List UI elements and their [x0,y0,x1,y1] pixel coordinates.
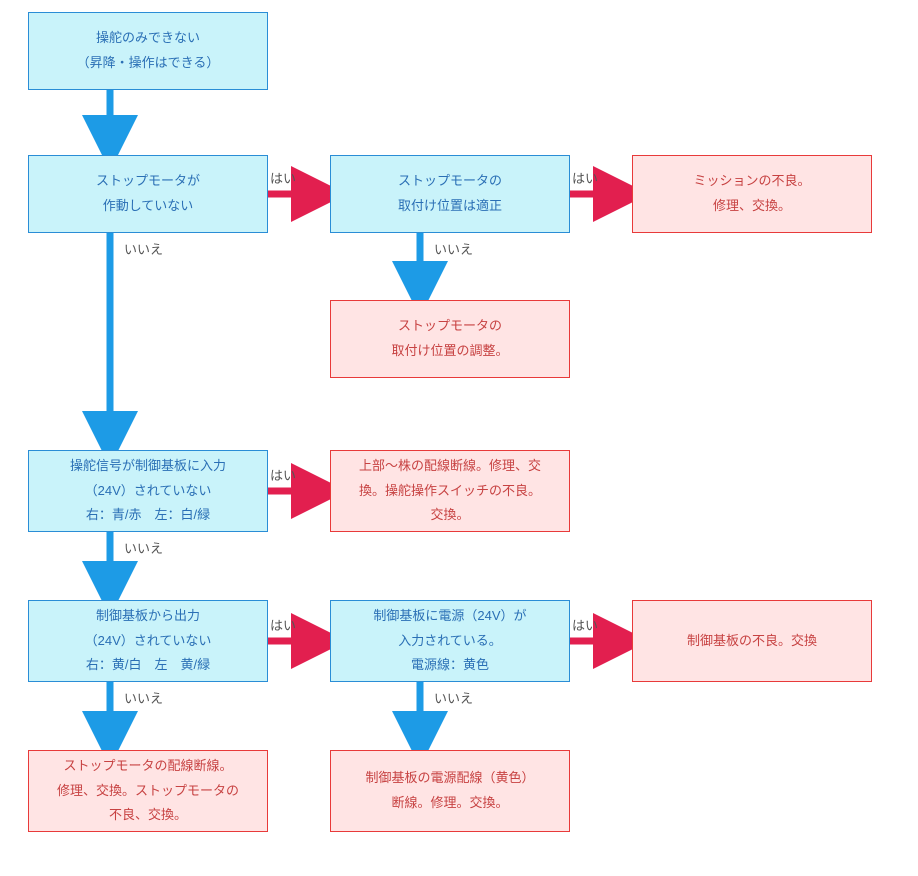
node-text: （24V）されていない [85,479,212,504]
node-n7: 上部〜株の配線断線。修理、交換。操舵操作スイッチの不良。交換。 [330,450,570,532]
node-n5: ストップモータの取付け位置の調整。 [330,300,570,378]
node-text: 上部〜株の配線断線。修理、交 [359,454,541,479]
node-n8: 制御基板から出力（24V）されていない右：黄/白 左 黄/緑 [28,600,268,682]
edge-label-yes: はい [572,168,598,187]
node-n12: 制御基板の電源配線（黄色）断線。修理。交換。 [330,750,570,832]
node-n4: ミッションの不良。修理、交換。 [632,155,872,233]
node-n3: ストップモータの取付け位置は適正 [330,155,570,233]
node-n10: 制御基板の不良。交換 [632,600,872,682]
node-text: ストップモータの [398,169,502,194]
edge-label-yes: はい [270,465,296,484]
node-text: 換。操舵操作スイッチの不良。 [359,479,541,504]
node-text: 右：青/赤 左：白/緑 [86,503,210,528]
arrows-svg [0,0,918,876]
edge-label-no: いいえ [124,239,163,258]
node-text: 操舵信号が制御基板に入力 [70,454,226,479]
node-text: 作動していない [103,194,194,219]
node-text: ミッションの不良。 [693,169,810,194]
node-text: 取付け位置は適正 [398,194,502,219]
node-text: 電源線：黄色 [411,653,489,678]
edge-label-yes: はい [270,615,296,634]
node-n9: 制御基板に電源（24V）が入力されている。電源線：黄色 [330,600,570,682]
node-n2: ストップモータが作動していない [28,155,268,233]
edge-label-yes: はい [270,168,296,187]
node-text: 制御基板の電源配線（黄色） [365,766,534,791]
edge-label-no: いいえ [124,538,163,557]
node-n1: 操舵のみできない（昇降・操作はできる） [28,12,268,90]
edge-label-no: いいえ [434,688,473,707]
edge-label-no: いいえ [124,688,163,707]
node-text: 取付け位置の調整。 [391,339,508,364]
node-text: 制御基板から出力 [96,604,200,629]
edge-label-yes: はい [572,615,598,634]
node-text: ストップモータの配線断線。 [63,754,232,779]
node-text: （昇降・操作はできる） [77,51,220,76]
node-text: ストップモータが [96,169,200,194]
node-text: 右：黄/白 左 黄/緑 [86,653,210,678]
node-n6: 操舵信号が制御基板に入力（24V）されていない右：青/赤 左：白/緑 [28,450,268,532]
node-text: 不良、交換。 [109,803,187,828]
edge-label-no: いいえ [434,239,473,258]
node-text: 操舵のみできない [96,26,200,51]
node-n11: ストップモータの配線断線。修理、交換。ストップモータの不良、交換。 [28,750,268,832]
node-text: 断線。修理。交換。 [391,791,508,816]
node-text: 修理、交換。ストップモータの [57,779,239,804]
node-text: 制御基板の不良。交換 [687,629,817,654]
node-text: 交換。 [430,503,469,528]
node-text: ストップモータの [398,314,502,339]
node-text: （24V）されていない [85,629,212,654]
flowchart-stage: 操舵のみできない（昇降・操作はできる）ストップモータが作動していないストップモー… [0,0,918,876]
node-text: 制御基板に電源（24V）が [373,604,526,629]
node-text: 入力されている。 [398,629,502,654]
node-text: 修理、交換。 [713,194,791,219]
